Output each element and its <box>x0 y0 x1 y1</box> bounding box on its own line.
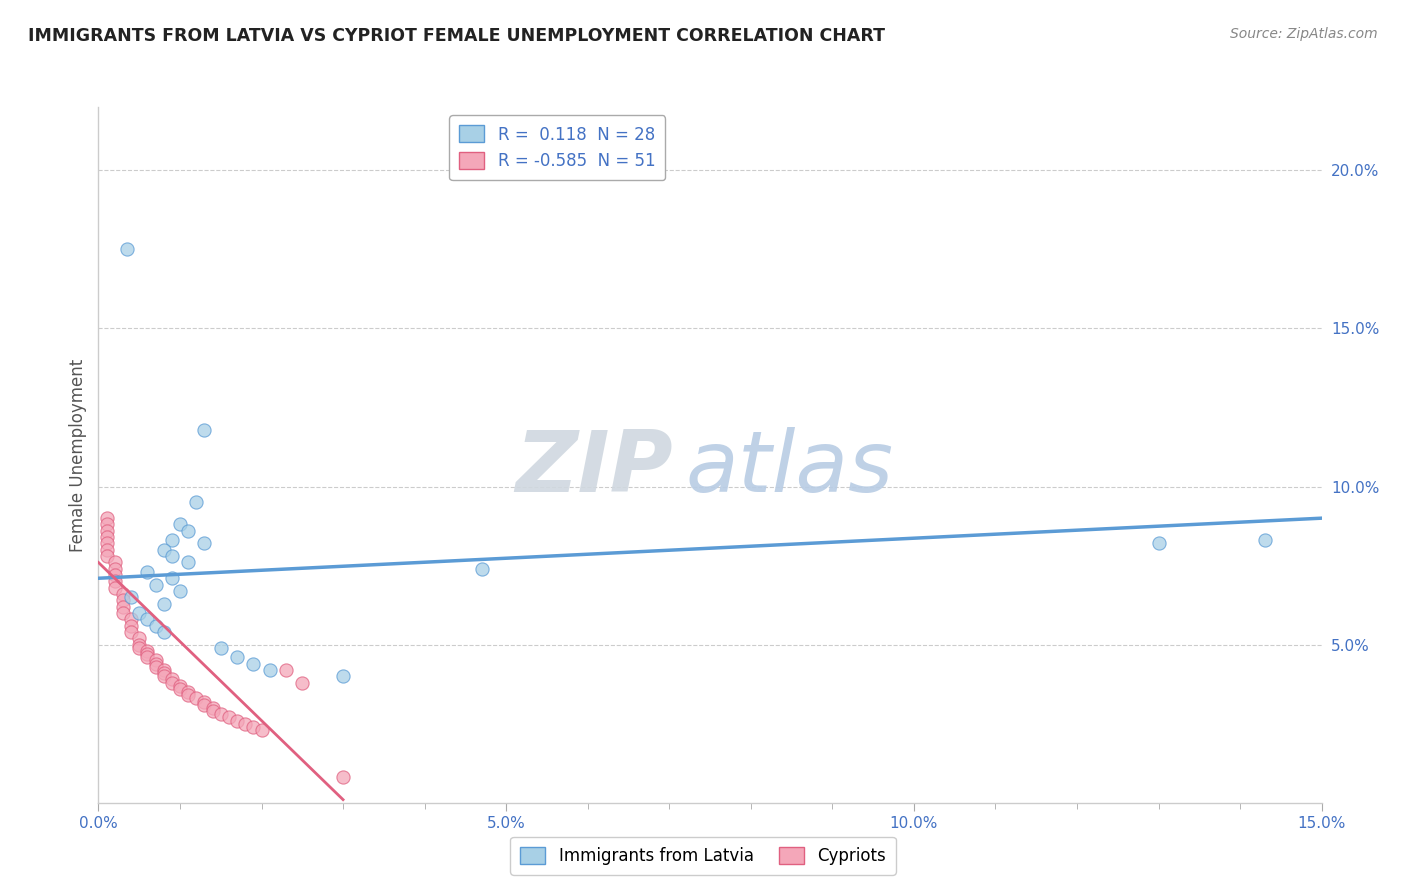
Point <box>209 707 232 722</box>
Point <box>111 599 134 614</box>
Point <box>177 688 200 702</box>
Point <box>111 593 134 607</box>
Point <box>152 625 174 640</box>
Point <box>96 549 118 563</box>
Point <box>169 517 191 532</box>
Point <box>145 660 167 674</box>
Point <box>169 583 191 598</box>
Point <box>104 581 127 595</box>
Point <box>160 675 183 690</box>
Point <box>332 669 354 683</box>
Point <box>1253 533 1275 548</box>
Point <box>128 638 150 652</box>
Point <box>186 495 208 509</box>
Point <box>136 565 159 579</box>
Point <box>145 657 167 671</box>
Point <box>242 720 264 734</box>
Point <box>136 644 159 658</box>
Point <box>104 562 127 576</box>
Point <box>193 695 215 709</box>
Point <box>209 640 232 655</box>
Point <box>96 511 118 525</box>
Text: ZIP: ZIP <box>516 427 673 510</box>
Point <box>233 716 256 731</box>
Point <box>145 653 167 667</box>
Point <box>169 681 191 696</box>
Point <box>115 243 138 257</box>
Point <box>120 618 142 632</box>
Point <box>128 640 150 655</box>
Y-axis label: Female Unemployment: Female Unemployment <box>69 359 87 551</box>
Point <box>96 517 118 532</box>
Point <box>177 556 200 570</box>
Point <box>120 591 142 605</box>
Point <box>120 625 142 640</box>
Point <box>111 606 134 620</box>
Point <box>177 524 200 538</box>
Point <box>274 663 297 677</box>
Point <box>160 549 183 563</box>
Point <box>145 618 167 632</box>
Point <box>104 574 127 589</box>
Point <box>120 612 142 626</box>
Point <box>160 673 183 687</box>
Point <box>152 663 174 677</box>
Point <box>160 533 183 548</box>
Point <box>152 542 174 557</box>
Point <box>193 423 215 437</box>
Point <box>242 657 264 671</box>
Point <box>104 568 127 582</box>
Point <box>169 679 191 693</box>
Point <box>201 704 224 718</box>
Point <box>160 571 183 585</box>
Point <box>152 597 174 611</box>
Point <box>193 698 215 712</box>
Point <box>128 632 150 646</box>
Point <box>136 650 159 665</box>
Text: IMMIGRANTS FROM LATVIA VS CYPRIOT FEMALE UNEMPLOYMENT CORRELATION CHART: IMMIGRANTS FROM LATVIA VS CYPRIOT FEMALE… <box>28 27 886 45</box>
Text: Source: ZipAtlas.com: Source: ZipAtlas.com <box>1230 27 1378 41</box>
Text: atlas: atlas <box>686 427 894 510</box>
Point <box>186 691 208 706</box>
Point <box>177 685 200 699</box>
Point <box>259 663 281 677</box>
Point <box>332 771 354 785</box>
Point <box>111 587 134 601</box>
Point <box>96 530 118 544</box>
Point <box>291 675 314 690</box>
Point <box>218 710 240 724</box>
Point <box>250 723 273 737</box>
Point <box>136 647 159 661</box>
Point <box>96 536 118 550</box>
Point <box>201 701 224 715</box>
Point <box>96 524 118 538</box>
Point <box>152 669 174 683</box>
Legend: Immigrants from Latvia, Cypriots: Immigrants from Latvia, Cypriots <box>510 837 896 875</box>
Point <box>136 612 159 626</box>
Point <box>128 606 150 620</box>
Point <box>104 556 127 570</box>
Point <box>193 536 215 550</box>
Point <box>152 666 174 681</box>
Point <box>1147 536 1170 550</box>
Point <box>471 562 494 576</box>
Point <box>145 577 167 591</box>
Point <box>226 650 249 665</box>
Legend: R =  0.118  N = 28, R = -0.585  N = 51: R = 0.118 N = 28, R = -0.585 N = 51 <box>450 115 665 180</box>
Point <box>226 714 249 728</box>
Point <box>96 542 118 557</box>
